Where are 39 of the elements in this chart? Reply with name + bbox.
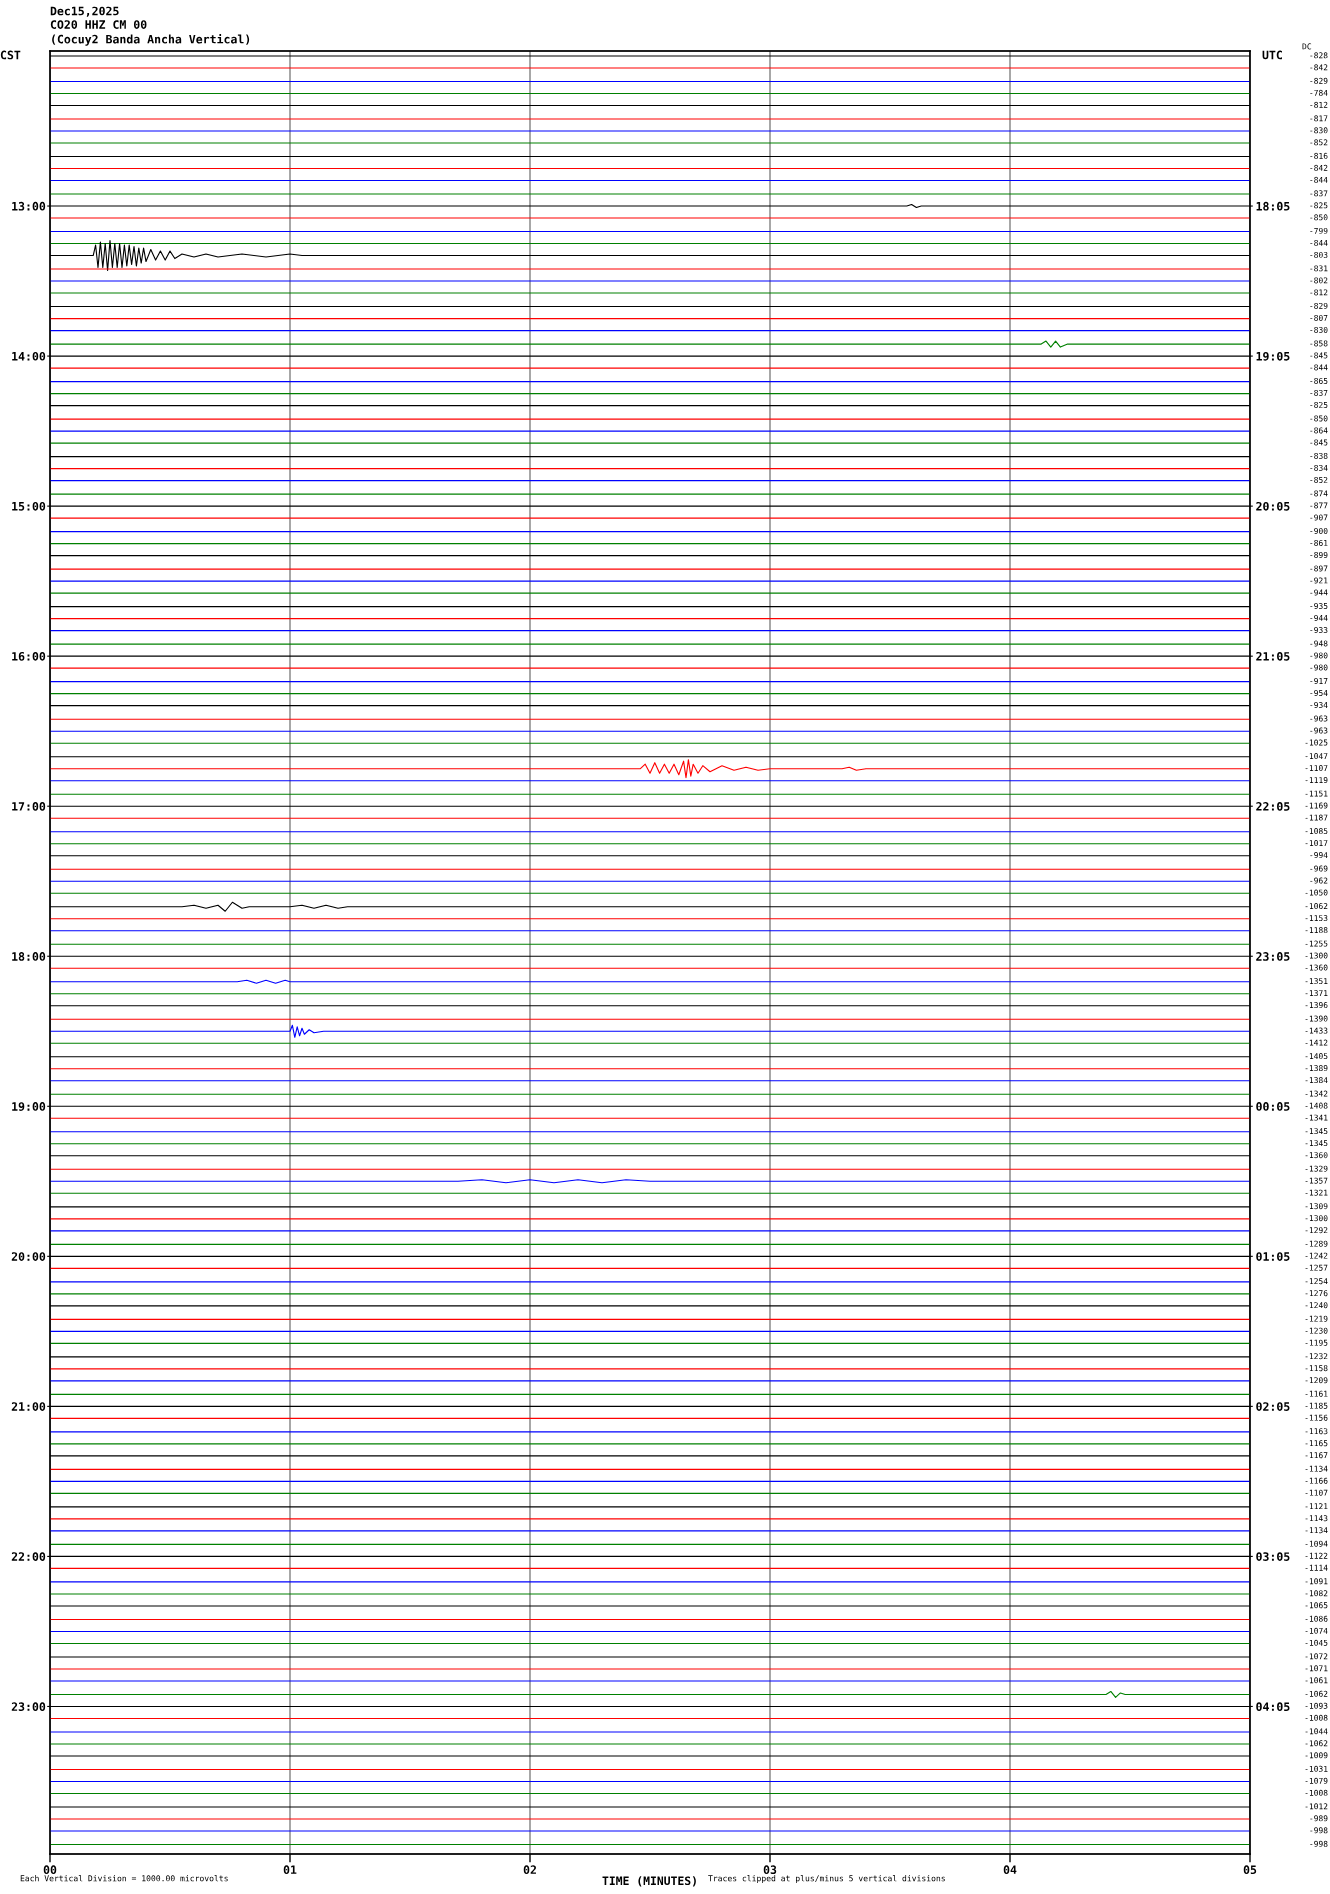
x-tick-label: 01: [283, 1865, 297, 1875]
y-tick-label: 13:00: [12, 201, 46, 211]
y2-tick-label: 19:05: [1256, 351, 1290, 361]
y2-tick-label: 02:05: [1256, 1402, 1290, 1411]
y-tick-label: 23:00: [11, 1702, 46, 1712]
x-tick-label: 02: [523, 1865, 536, 1875]
x-tick-label: 04: [1003, 1865, 1017, 1875]
y-tick-label: 17:00: [12, 802, 46, 811]
y-tick-label: 14:00: [12, 351, 46, 361]
y2-tick-label: 21:05: [1256, 651, 1290, 661]
chart-subtitle: CO20 HHZ CM 00 (Cocuy2 Banda Ancha Vertical): [50, 20, 250, 46]
x-tick-label: 05: [1243, 1865, 1257, 1875]
y2-tick-label: 18:05: [1256, 201, 1290, 211]
y-tick-label: 19:00: [12, 1102, 46, 1111]
y-tick-label: 22:00: [11, 1552, 46, 1561]
x-tick-label: 03: [763, 1865, 777, 1875]
x-tick-label: 00: [43, 1865, 57, 1875]
y-tick-label: 16:00: [12, 651, 46, 661]
y-tick-label: 20:00: [11, 1252, 46, 1261]
y-tick-label: 21:00: [11, 1402, 46, 1411]
y-tick-label: 15:00: [12, 501, 46, 511]
x-axis-title: TIME (MINUTES): [602, 1876, 696, 1887]
y2-tick-label: 00:05: [1256, 1102, 1290, 1111]
y2-tick-label: 23:05: [1256, 952, 1290, 961]
text: Traces clipped at plus/minus 5 vertical divisions: [708, 1875, 945, 1883]
chart-title: Dec15,2025: [50, 6, 119, 17]
text: DC: [1302, 43, 1312, 50]
y2-tick-label: 01:05: [1256, 1252, 1290, 1261]
y-axis-title: CST: [0, 50, 21, 60]
y2-axis-title: UTC: [1262, 50, 1282, 60]
line-series: [50, 1690, 1250, 1699]
y2-tick-label: 04:05: [1256, 1702, 1290, 1711]
text: Each Vertical Division = 1000.00 microvolts: [20, 1875, 228, 1882]
y-tick-label: 18:00: [12, 952, 46, 961]
y2-tick-label: 20:05: [1256, 501, 1290, 511]
line-series: [50, 1024, 1250, 1038]
line-series: [50, 759, 1250, 779]
y2-tick-label: 22:05: [1256, 802, 1290, 811]
y2-tick-label: 03:05: [1256, 1552, 1290, 1561]
